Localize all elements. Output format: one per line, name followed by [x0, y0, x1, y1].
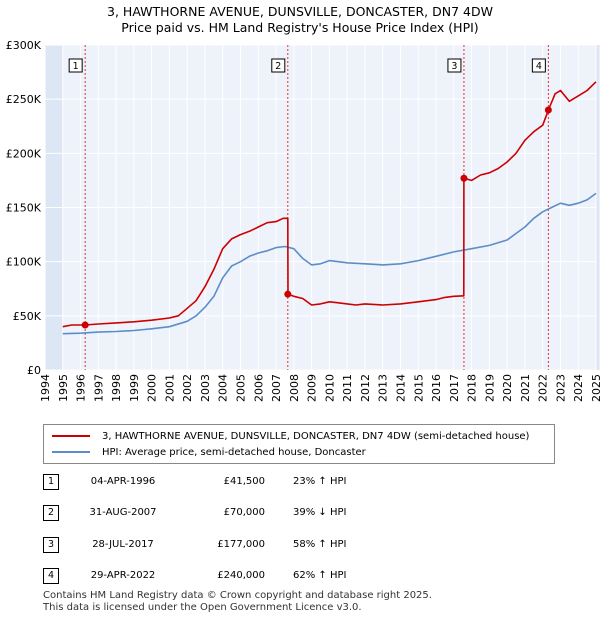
- sale-label-box: [68, 58, 83, 73]
- chart-title: 3, HAWTHORNE AVENUE, DUNSVILLE, DONCASTE…: [107, 4, 493, 19]
- chart-subtitle: Price paid vs. HM Land Registry's House …: [121, 20, 479, 35]
- price-chart: 1 2 3 4 £0 £50K £100K £150K £200K £250K £300K 1994 1…: [6, 39, 600, 402]
- y-tick-label: £150K: [6, 202, 42, 215]
- sale-row: 1 04-APR-1996 £41,500 23% ↑ HPI: [43, 474, 563, 490]
- sale-label: 2: [275, 61, 281, 72]
- x-tick-label: 1995: [57, 374, 70, 402]
- x-tick-label: 2023: [554, 374, 567, 402]
- x-tick-label: 2024: [572, 374, 585, 402]
- property-price-line: [62, 81, 597, 328]
- sale-hpi-change: 62% ↑ HPI: [293, 570, 347, 581]
- sale-label-box: [271, 58, 286, 73]
- x-tick-label: 1996: [75, 374, 88, 402]
- x-tick-label: 2011: [341, 374, 354, 402]
- x-tick-label: 1998: [110, 374, 123, 402]
- x-tick-label: 2018: [466, 374, 479, 402]
- sale-number: 1: [43, 474, 59, 490]
- x-tick-label: 1997: [92, 374, 105, 402]
- x-tick-label: 1994: [39, 374, 52, 402]
- sale-hpi-change: 39% ↓ HPI: [293, 507, 347, 518]
- x-tick-label: 2015: [412, 374, 425, 402]
- sale-point: [544, 106, 552, 114]
- sale-number: 3: [43, 537, 59, 553]
- x-tick-label: 2006: [252, 374, 265, 402]
- sale-label-box: [447, 58, 462, 73]
- x-tick-label: 2010: [323, 374, 336, 402]
- sale-price: £70,000: [223, 507, 265, 518]
- x-tick-label: 2014: [394, 374, 407, 402]
- hpi-line: [62, 192, 597, 335]
- footer-line: This data is licensed under the Open Gov…: [43, 602, 362, 613]
- legend-label-hpi: HPI: Average price, semi-detached house,…: [102, 446, 366, 458]
- legend-line-hpi: [52, 451, 90, 453]
- sale-point: [81, 321, 89, 329]
- legend-label-property: 3, HAWTHORNE AVENUE, DUNSVILLE, DONCASTE…: [102, 430, 530, 442]
- y-tick-label: £0: [27, 364, 41, 377]
- sale-date: 04-APR-1996: [90, 476, 156, 487]
- x-tick-label: 2013: [377, 374, 390, 402]
- footer-note: Contains HM Land Registry data © Crown c…: [43, 590, 432, 614]
- x-tick-label: 2003: [199, 374, 212, 402]
- x-tick-label: 2016: [430, 374, 443, 402]
- x-tick-label: 2017: [448, 374, 461, 402]
- x-tick-label: 2008: [288, 374, 301, 402]
- x-tick-label: 1999: [128, 374, 141, 402]
- sale-date: 29-APR-2022: [90, 570, 156, 581]
- sale-date: 28-JUL-2017: [92, 539, 154, 550]
- x-tick-label: 2007: [270, 374, 283, 402]
- y-tick-label: £200K: [6, 147, 42, 160]
- x-tick-label: 2001: [163, 374, 176, 402]
- sale-date: 31-AUG-2007: [89, 507, 157, 518]
- footer-line: Contains HM Land Registry data © Crown c…: [43, 590, 432, 601]
- sale-row: 3 28-JUL-2017 £177,000 58% ↑ HPI: [43, 537, 563, 553]
- sale-label: 3: [451, 61, 457, 72]
- sale-label-box: [531, 58, 546, 73]
- legend-item-property: 3, HAWTHORNE AVENUE, DUNSVILLE, DONCASTE…: [52, 429, 529, 443]
- x-tick-label: 2005: [235, 374, 248, 402]
- legend-item-hpi: HPI: Average price, semi-detached house,…: [52, 445, 366, 459]
- y-tick-label: £100K: [6, 256, 42, 269]
- legend-line-property: [52, 435, 90, 437]
- x-tick-label: 2019: [483, 374, 496, 402]
- sale-label: 4: [536, 61, 542, 72]
- sale-price: £240,000: [217, 570, 265, 581]
- x-tick-label: 2004: [217, 374, 230, 402]
- sale-price: £177,000: [217, 539, 265, 550]
- x-tick-label: 2002: [181, 374, 194, 402]
- y-tick-label: £250K: [6, 93, 42, 106]
- sale-number: 4: [43, 568, 59, 584]
- chart-legend: 3, HAWTHORNE AVENUE, DUNSVILLE, DONCASTE…: [43, 424, 555, 464]
- x-tick-label: 2012: [359, 374, 372, 402]
- x-tick-label: 2000: [146, 374, 159, 402]
- x-tick-label: 2021: [519, 374, 532, 402]
- y-tick-label: £50K: [13, 310, 42, 323]
- y-tick-label: £300K: [6, 39, 42, 52]
- sale-hpi-change: 58% ↑ HPI: [293, 539, 347, 550]
- x-tick-label: 2020: [501, 374, 514, 402]
- sale-row: 2 31-AUG-2007 £70,000 39% ↓ HPI: [43, 505, 563, 521]
- sale-price: £41,500: [223, 476, 265, 487]
- sale-number: 2: [43, 505, 59, 521]
- x-tick-label: 2009: [306, 374, 319, 402]
- sale-row: 4 29-APR-2022 £240,000 62% ↑ HPI: [43, 568, 563, 584]
- sale-hpi-change: 23% ↑ HPI: [293, 476, 347, 487]
- sale-point: [460, 174, 468, 182]
- x-tick-label: 2025: [590, 374, 600, 402]
- sale-label: 1: [73, 61, 79, 72]
- sale-point: [284, 290, 292, 298]
- x-tick-label: 2022: [537, 374, 550, 402]
- shaded-band: [596, 45, 600, 370]
